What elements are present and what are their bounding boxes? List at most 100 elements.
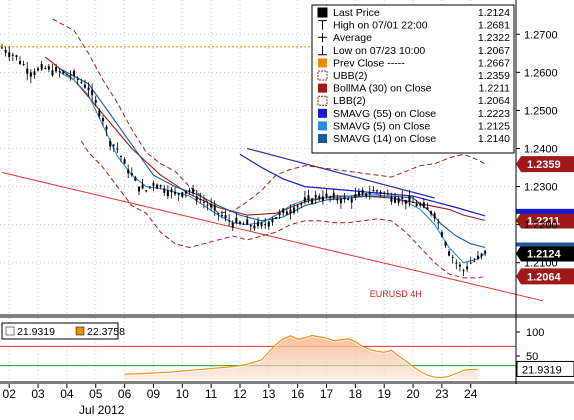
price-bar-body (91, 89, 94, 96)
x-tick-label: 18 (349, 387, 363, 401)
osc-legend-square-icon (5, 326, 15, 336)
price-tag-label: 1.2124 (527, 249, 562, 261)
price-bar-body (40, 63, 43, 70)
price-bar-body (76, 79, 79, 80)
price-bar-body (401, 196, 404, 199)
price-bar-body (347, 198, 350, 200)
price-bar-body (184, 191, 187, 194)
price-bar-body (1, 47, 3, 49)
price-bar-body (303, 197, 306, 202)
price-bar-body (361, 189, 364, 195)
price-bar-body (22, 64, 25, 66)
price-bar-body (415, 204, 418, 207)
legend-label: Average (333, 32, 372, 44)
price-bar-body (170, 189, 173, 193)
legend-label: SMAVG (55) on Close (333, 108, 436, 120)
price-bar-body (357, 191, 360, 196)
price-bar-body (368, 192, 371, 195)
price-bar-body (80, 81, 83, 83)
price-bar-body (469, 262, 472, 264)
price-bar-body (65, 74, 68, 76)
price-bar-body (199, 198, 202, 200)
legend-value: 1.2322 (478, 32, 510, 44)
price-bar-body (177, 193, 180, 195)
price-bar-body (26, 68, 29, 74)
legend-label: Prev Close ----- (333, 57, 405, 69)
price-bar-body (293, 207, 296, 213)
x-tick-label: 19 (378, 387, 392, 401)
price-bar-body (11, 54, 14, 56)
osc-legend-box (1, 322, 119, 340)
price-bar-body (278, 212, 281, 216)
legend-value: 1.2681 (478, 20, 510, 32)
osc-legend-value: 22.3758 (87, 326, 125, 338)
price-bar-body (166, 190, 169, 196)
price-bar-body (130, 173, 133, 176)
y-tick-label: 1.2700 (524, 29, 558, 41)
price-bar-body (451, 256, 454, 258)
price-bar-body (437, 222, 440, 224)
price-bar-body (15, 55, 18, 58)
price-bar-body (365, 193, 368, 197)
price-bar-body (156, 184, 159, 189)
price-bar-body (307, 195, 310, 201)
price-bar-body (448, 251, 451, 256)
price-bar-body (231, 222, 234, 228)
price-bar-body (422, 202, 425, 208)
legend-9-square-icon (318, 121, 327, 131)
legend-value: 1.2067 (478, 45, 510, 57)
price-bar-body (19, 60, 22, 64)
price-bar-body (440, 232, 443, 237)
legend-6-square-icon (318, 83, 327, 93)
price-bar-body (408, 195, 411, 202)
x-tick-label: 12 (233, 387, 247, 401)
price-bar-body (87, 87, 90, 91)
legend-0-square-icon (317, 7, 328, 18)
legend-label: BollMA (30) on Close (333, 83, 432, 95)
x-tick-label: 11 (205, 387, 218, 401)
x-tick-label: 03 (31, 387, 45, 401)
price-bar-body (181, 192, 184, 198)
trendline-short (247, 147, 435, 199)
price-bar-body (296, 205, 299, 208)
y-tick-label: 1.2500 (524, 105, 558, 117)
price-bar-body (412, 201, 415, 203)
legend-4-square-icon (318, 58, 327, 68)
price-bar-body (119, 156, 122, 158)
price-bar-body (159, 185, 162, 187)
price-bar-body (375, 190, 378, 192)
x-tick-label: 13 (262, 387, 276, 401)
price-bar-body (98, 110, 101, 116)
osc-signal-line (124, 336, 478, 380)
high-marker-icon (318, 20, 327, 30)
legend-label: Low on 07/23 10:00 (333, 45, 425, 57)
x-tick-label: 24 (464, 387, 478, 401)
price-bar-body (473, 260, 476, 262)
price-bar-body (94, 99, 97, 103)
price-tag-bg (516, 245, 574, 262)
price-bar-body (426, 207, 429, 210)
price-bar-body (386, 192, 389, 195)
price-bar-body (238, 221, 241, 224)
legend-value: 1.2124 (478, 7, 510, 19)
price-bar-body (33, 71, 36, 75)
price-bar-body (134, 177, 137, 181)
price-bar-body (321, 196, 324, 201)
x-tick-label: 06 (118, 387, 132, 401)
price-bar-body (217, 213, 220, 215)
x-tick-label: 02 (3, 387, 17, 401)
price-bar-body (455, 262, 458, 264)
price-bar-body (109, 140, 112, 147)
price-bar-body (484, 250, 487, 254)
osc-legend-value: 21.9319 (17, 326, 55, 338)
osc-legend-square-icon (75, 326, 85, 336)
legend-value: 1.2223 (478, 108, 510, 120)
price-bar-body (318, 196, 321, 199)
price-bar-body (343, 196, 346, 200)
price-bar-body (101, 118, 104, 122)
legend-label: UBB(2) (333, 70, 367, 82)
price-bar-body (476, 255, 479, 259)
price-bar-body (210, 204, 213, 208)
